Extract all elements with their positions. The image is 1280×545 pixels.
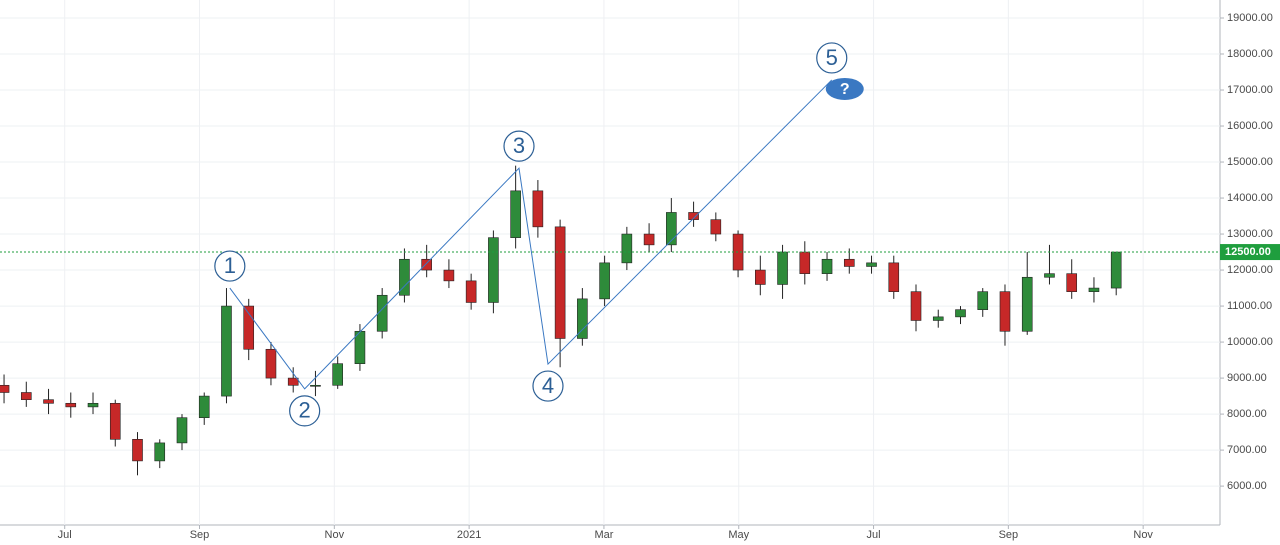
candle-body [310, 384, 321, 387]
y-tick-label: 14000.00 [1227, 192, 1273, 204]
y-tick-label: 12000.00 [1227, 264, 1273, 276]
candle-body [999, 291, 1011, 332]
candle-body [910, 291, 922, 321]
candle-body [109, 402, 121, 440]
x-tick-label: Jul [867, 529, 881, 541]
candle-body [332, 363, 343, 386]
y-tick-label: 19000.00 [1227, 12, 1273, 24]
wave-label: 4 [542, 373, 554, 398]
candle-body [866, 262, 877, 267]
candle-body [465, 280, 477, 303]
candle-body [287, 377, 299, 386]
wave-line [229, 79, 833, 390]
candle-body [87, 402, 99, 408]
x-tick-label: 2021 [457, 529, 481, 541]
candle-body [43, 399, 54, 404]
candle-body [688, 212, 699, 220]
wave-label-circle [214, 250, 246, 282]
last-price-badge [1220, 244, 1280, 261]
candle-body [443, 269, 455, 282]
question-badge [825, 77, 864, 100]
x-tick-label: Sep [999, 529, 1019, 541]
candle-body [243, 305, 255, 350]
candle-body [65, 402, 77, 408]
wave-label: 2 [299, 398, 311, 423]
candle-body [488, 237, 499, 303]
candle-body [154, 442, 166, 462]
candle-body [510, 190, 521, 238]
x-tick-label: Nov [325, 529, 345, 541]
y-tick-label: 15000.00 [1227, 156, 1273, 168]
candle-body [1066, 273, 1078, 292]
candle-body [821, 258, 833, 274]
candle-body [843, 258, 855, 267]
candle-body [666, 212, 677, 246]
candle-body [621, 233, 633, 264]
x-tick-label: Jul [58, 529, 72, 541]
x-tick-label: May [728, 529, 749, 541]
y-tick-label: 9000.00 [1227, 372, 1267, 384]
candle-body [399, 258, 410, 296]
wave-label-circle [816, 42, 848, 74]
candle-body [599, 262, 610, 300]
candle-body [888, 262, 900, 292]
wave-label: 1 [224, 253, 236, 278]
candle-body [777, 251, 788, 285]
candle-body [1021, 276, 1033, 332]
candle-body [176, 417, 188, 444]
wave-label-circle [503, 130, 535, 162]
candle-body [421, 258, 432, 271]
y-tick-label: 18000.00 [1227, 48, 1273, 60]
x-tick-label: Mar [594, 529, 613, 541]
candle-body [577, 298, 588, 339]
y-tick-label: 7000.00 [1227, 444, 1267, 456]
candle-body [1044, 273, 1055, 278]
y-tick-label: 16000.00 [1227, 120, 1273, 132]
y-tick-label: 6000.00 [1227, 480, 1267, 492]
candle-body [20, 392, 32, 400]
wave-label-circle [532, 370, 564, 402]
candle-body [198, 395, 210, 418]
y-tick-label: 8000.00 [1227, 408, 1267, 420]
candle-body [710, 219, 722, 235]
question-label: ? [840, 81, 850, 98]
y-tick-label: 17000.00 [1227, 84, 1273, 96]
candle-body [932, 316, 944, 321]
wave-label: 3 [513, 133, 525, 158]
candle-body [755, 269, 766, 285]
candle-body [955, 309, 966, 318]
candle-body [977, 291, 989, 310]
candle-body [799, 251, 811, 274]
y-tick-label: 11000.00 [1227, 300, 1272, 312]
x-tick-label: Nov [1133, 529, 1153, 541]
candle-body [643, 233, 655, 246]
last-price-label: 12500.00 [1225, 246, 1271, 258]
wave-label: 5 [826, 45, 838, 70]
candle-body [1088, 287, 1100, 292]
candle-body [376, 294, 388, 332]
candle-body [554, 226, 566, 339]
candle-body [1110, 251, 1122, 289]
y-tick-label: 13000.00 [1227, 228, 1273, 240]
candle-body [0, 384, 10, 393]
y-tick-label: 10000.00 [1227, 336, 1273, 348]
wave-label-circle [289, 395, 321, 427]
candle-body [532, 190, 544, 228]
candle-body [265, 348, 277, 379]
candle-body [132, 439, 143, 462]
x-tick-label: Sep [190, 529, 210, 541]
candle-body [221, 305, 232, 397]
